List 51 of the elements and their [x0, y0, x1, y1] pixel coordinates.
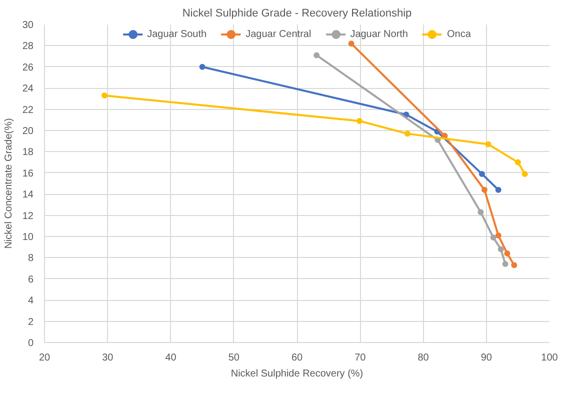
y-tick-label: 20	[22, 126, 34, 137]
point	[495, 186, 502, 193]
legend-label: Jaguar South	[147, 28, 207, 40]
x-tick-label: 70	[354, 352, 366, 364]
x-tick-label: 50	[228, 352, 240, 364]
y-axis-title: Nickel Concentrate Grade(%)	[3, 118, 14, 249]
point	[495, 232, 502, 238]
y-tick-label: 0	[28, 338, 34, 349]
point	[504, 250, 510, 256]
point	[314, 52, 320, 58]
point	[101, 92, 108, 99]
point	[511, 262, 518, 268]
x-tick-label: 80	[418, 352, 430, 364]
legend-label: Jaguar Central	[246, 28, 312, 40]
x-tick-label: 60	[291, 352, 303, 364]
point	[481, 186, 488, 193]
y-tick-label: 22	[22, 104, 34, 116]
point	[348, 40, 354, 47]
y-tick-label: 24	[22, 84, 34, 95]
point	[356, 118, 362, 124]
legend-label: Jaguar North	[350, 28, 408, 40]
legend-label: Onca	[447, 28, 471, 40]
y-tick-label: 14	[22, 190, 34, 201]
x-axis-title: Nickel Sulphide Recovery (%)	[230, 368, 364, 380]
point	[502, 261, 508, 268]
x-tick-label: 100	[541, 352, 558, 364]
y-tick-label: 8	[28, 253, 34, 264]
point	[478, 170, 485, 177]
y-tick-label: 2	[28, 316, 34, 328]
y-tick-label: 4	[28, 296, 34, 307]
y-tick-label: 18	[22, 147, 34, 158]
chart-title: Nickel Sulphide Grade - Recovery Relationship	[182, 8, 412, 20]
point	[485, 141, 492, 148]
y-tick-label: 12	[22, 210, 34, 222]
y-tick-label: 6	[28, 274, 34, 286]
y-tick-label: 10	[22, 232, 34, 243]
point	[498, 246, 504, 252]
x-tick-label: 40	[165, 352, 177, 364]
x-tick-label: 20	[38, 352, 50, 364]
y-tick-label: 26	[22, 62, 34, 74]
point	[404, 130, 410, 137]
x-tick-label: 30	[102, 352, 114, 364]
y-tick-label: 16	[22, 168, 34, 180]
point	[199, 64, 206, 70]
point	[514, 159, 521, 166]
x-tick-label: 90	[480, 352, 492, 364]
y-tick-label: 30	[22, 20, 34, 31]
point	[522, 170, 528, 177]
y-tick-label: 28	[22, 41, 34, 52]
point	[490, 234, 496, 241]
point	[478, 209, 484, 216]
